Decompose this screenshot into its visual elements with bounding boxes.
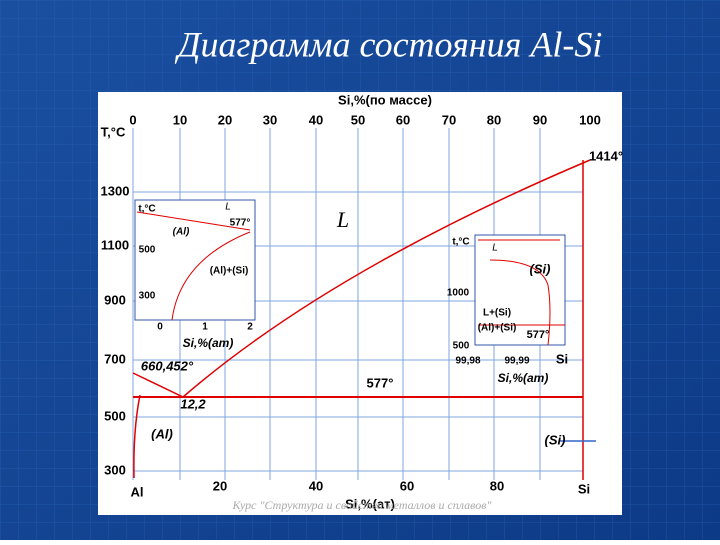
label: 2 xyxy=(247,322,253,333)
tick: 80 xyxy=(490,478,504,493)
label: (Si) xyxy=(530,261,551,276)
label: 0 xyxy=(157,322,163,333)
annotation: 12,2 xyxy=(180,396,206,411)
axis-end: Al xyxy=(131,484,144,499)
label: Si xyxy=(556,351,568,366)
label: (Al)+(Si) xyxy=(478,323,517,334)
tick: 1100 xyxy=(101,237,129,252)
footer: Курс "Структура и свойства металлов и сп… xyxy=(232,498,493,512)
inset-left xyxy=(134,199,256,321)
label: t,°C xyxy=(452,237,469,248)
axis-label: T,°C xyxy=(101,124,126,139)
inset-right-lines xyxy=(478,239,565,346)
tick: 700 xyxy=(104,351,126,366)
label: (Al) xyxy=(173,227,190,238)
title: Диаграмма состояния Al-Si xyxy=(175,24,603,64)
tick: 20 xyxy=(213,478,227,493)
label: 577° xyxy=(527,329,550,341)
tick: 40 xyxy=(309,478,323,493)
label: Si,%(am) xyxy=(498,371,549,385)
annotation: (Al) xyxy=(151,426,173,441)
annotation: L xyxy=(336,207,349,232)
label: 500 xyxy=(453,341,470,352)
tick: 10 xyxy=(173,112,187,127)
axis-end: Si xyxy=(578,481,590,496)
axis-label: Si,%(ат) xyxy=(345,496,395,511)
phase-lines xyxy=(132,159,591,480)
label: L xyxy=(492,243,498,254)
tick: 60 xyxy=(396,112,410,127)
tick: 70 xyxy=(442,112,456,127)
label: L+(Si) xyxy=(483,308,511,319)
label: Si,%(am) xyxy=(183,336,234,350)
tick: 80 xyxy=(487,112,501,127)
label: L xyxy=(225,202,231,213)
label: (Al)+(Si) xyxy=(210,266,249,277)
label: 500 xyxy=(139,245,156,256)
tick: 0 xyxy=(129,112,136,127)
tick: 100 xyxy=(579,112,601,127)
tick: 1300 xyxy=(101,183,130,198)
labels: Si,%(по массе) 0 10 20 30 40 50 60 70 80… xyxy=(101,92,624,511)
label: 1000 xyxy=(447,288,470,299)
axis-label: Si,%(по массе) xyxy=(338,92,432,107)
tick: 300 xyxy=(104,462,126,477)
tick: 90 xyxy=(533,112,547,127)
label: 99,98 xyxy=(455,356,480,367)
label: t,°C xyxy=(138,204,155,215)
tick: 60 xyxy=(400,478,414,493)
annotation: 660,452° xyxy=(141,358,194,373)
tick: 900 xyxy=(104,292,126,307)
tick: 50 xyxy=(351,112,365,127)
label: 300 xyxy=(139,291,156,302)
inset-left-labels: t,°C L 577° (Al) (Al)+(Si) 500 300 0 1 2… xyxy=(138,202,253,351)
label: 1 xyxy=(202,322,208,333)
tick: 40 xyxy=(309,112,323,127)
label: 99,99 xyxy=(504,356,529,367)
tick: 30 xyxy=(263,112,277,127)
inset-right-labels: t,°C L (Si) 1000 L+(Si) (Al)+(Si) 577° 5… xyxy=(447,237,568,386)
inset-left-lines xyxy=(136,211,251,321)
tick: 20 xyxy=(218,112,232,127)
label: 577° xyxy=(230,218,251,229)
annotation: (Si) xyxy=(545,432,566,447)
annotation: 577° xyxy=(367,375,394,390)
annotation: 1414° xyxy=(589,148,623,163)
tick: 500 xyxy=(104,408,126,423)
